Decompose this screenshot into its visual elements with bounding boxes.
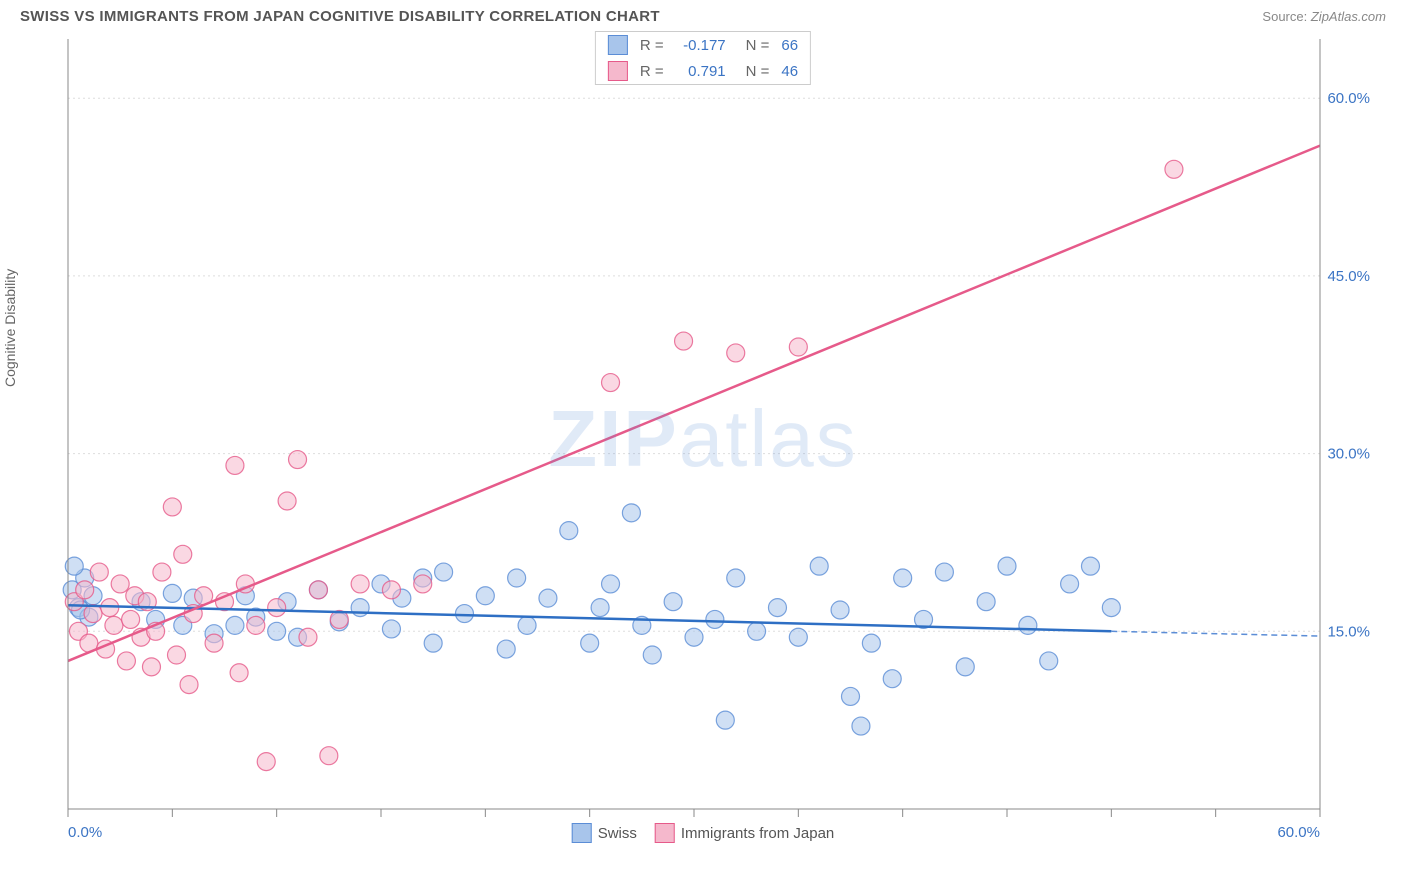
r-value: -0.177 (676, 37, 726, 54)
n-value: 66 (781, 37, 798, 54)
svg-text:60.0%: 60.0% (1327, 90, 1370, 107)
r-value: 0.791 (676, 63, 726, 80)
chart-header: SWISS VS IMMIGRANTS FROM JAPAN COGNITIVE… (0, 0, 1406, 29)
stats-legend-row: R = 0.791 N = 46 (596, 58, 810, 84)
n-label: N = (746, 63, 770, 80)
chart-title: SWISS VS IMMIGRANTS FROM JAPAN COGNITIVE… (20, 8, 660, 25)
series-legend-item: Immigrants from Japan (655, 823, 834, 843)
series-legend: Swiss Immigrants from Japan (564, 823, 843, 843)
series-name: Swiss (598, 825, 637, 842)
stats-legend-row: R = -0.177 N = 66 (596, 32, 810, 58)
svg-text:0.0%: 0.0% (68, 824, 102, 841)
legend-swatch (608, 61, 628, 81)
source-value: ZipAtlas.com (1311, 9, 1386, 24)
svg-text:15.0%: 15.0% (1327, 623, 1370, 640)
svg-text:60.0%: 60.0% (1277, 824, 1320, 841)
source-attribution: Source: ZipAtlas.com (1262, 9, 1386, 24)
y-axis-label: Cognitive Disability (2, 269, 18, 387)
r-label: R = (640, 37, 664, 54)
n-value: 46 (781, 63, 798, 80)
series-name: Immigrants from Japan (681, 825, 834, 842)
n-label: N = (746, 37, 770, 54)
stats-legend: R = -0.177 N = 66 R = 0.791 N = 46 (595, 31, 811, 85)
svg-text:45.0%: 45.0% (1327, 268, 1370, 285)
series-legend-item: Swiss (572, 823, 637, 843)
scatter-chart: 15.0% 30.0% 45.0% 60.0% 0.0% 60.0% (20, 29, 1386, 849)
source-label: Source: (1262, 9, 1307, 24)
legend-swatch (572, 823, 592, 843)
chart-container: Cognitive Disability ZIPatlas R =-0.177N… (20, 29, 1386, 849)
r-label: R = (640, 63, 664, 80)
svg-text:30.0%: 30.0% (1327, 446, 1370, 463)
legend-swatch (655, 823, 675, 843)
legend-swatch (608, 35, 628, 55)
